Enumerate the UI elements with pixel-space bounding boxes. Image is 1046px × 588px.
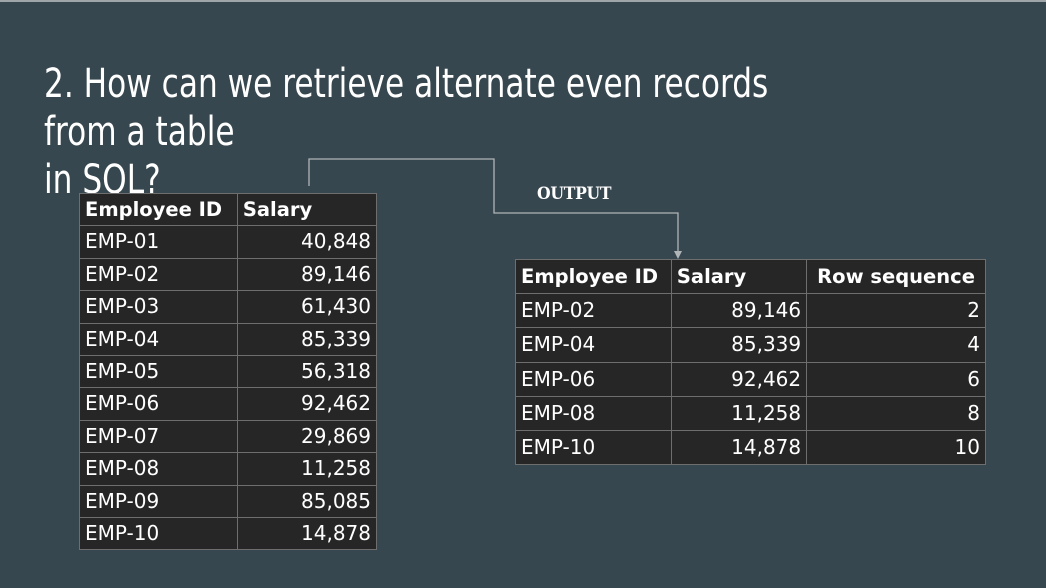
slide-title: 2. How can we retrieve alternate even re… — [44, 60, 793, 204]
output-cell-employee-id: EMP-06 — [515, 361, 672, 397]
output-cell-row-sequence: 4 — [806, 327, 986, 363]
input-table-row: EMP-05 56,318 — [79, 355, 378, 389]
input-table-row: EMP-06 92,462 — [79, 387, 378, 421]
input-header-salary: Salary — [236, 192, 378, 227]
input-cell-employee-id: EMP-05 — [79, 355, 238, 389]
output-cell-row-sequence: 2 — [806, 293, 986, 329]
input-table-row: EMP-10 14,878 — [79, 517, 378, 551]
output-table: Employee ID Salary Row sequence EMP-02 8… — [515, 258, 986, 466]
input-header-employee-id: Employee ID — [79, 192, 238, 227]
output-header-employee-id: Employee ID — [515, 258, 672, 295]
input-cell-employee-id: EMP-02 — [79, 257, 238, 292]
input-table-row: EMP-01 40,848 — [79, 225, 378, 259]
input-table: Employee ID Salary EMP-01 40,848 EMP-02 … — [79, 192, 378, 551]
output-cell-employee-id: EMP-04 — [515, 327, 672, 363]
input-cell-employee-id: EMP-07 — [79, 419, 238, 454]
input-table-row: EMP-07 29,869 — [79, 419, 378, 454]
input-table-row: EMP-02 89,146 — [79, 257, 378, 292]
output-cell-salary: 89,146 — [670, 293, 808, 329]
input-cell-salary: 56,318 — [236, 355, 378, 389]
output-cell-row-sequence: 8 — [806, 395, 986, 432]
output-table-row: EMP-06 92,462 6 — [515, 361, 986, 397]
input-cell-salary: 11,258 — [236, 452, 378, 486]
input-table-header-row: Employee ID Salary — [79, 192, 378, 227]
input-cell-employee-id: EMP-03 — [79, 290, 238, 324]
output-cell-employee-id: EMP-02 — [515, 293, 672, 329]
output-table-header-row: Employee ID Salary Row sequence — [515, 258, 986, 295]
output-cell-row-sequence: 6 — [806, 361, 986, 397]
input-cell-salary: 85,339 — [236, 322, 378, 357]
output-table-row: EMP-04 85,339 4 — [515, 327, 986, 363]
input-table-row: EMP-03 61,430 — [79, 290, 378, 324]
output-cell-salary: 14,878 — [670, 430, 808, 466]
input-cell-salary: 61,430 — [236, 290, 378, 324]
output-header-salary: Salary — [670, 258, 808, 295]
output-table-row: EMP-10 14,878 10 — [515, 430, 986, 466]
slide-title-line-1: 2. How can we retrieve alternate even re… — [44, 61, 769, 155]
arrowhead-icon — [674, 251, 682, 259]
input-cell-employee-id: EMP-04 — [79, 322, 238, 357]
input-cell-employee-id: EMP-06 — [79, 387, 238, 421]
input-cell-salary: 85,085 — [236, 484, 378, 519]
output-label: OUTPUT — [537, 184, 612, 204]
input-cell-employee-id: EMP-10 — [79, 517, 238, 551]
input-cell-salary: 29,869 — [236, 419, 378, 454]
input-table-row: EMP-04 85,339 — [79, 322, 378, 357]
input-cell-salary: 92,462 — [236, 387, 378, 421]
output-cell-employee-id: EMP-10 — [515, 430, 672, 466]
input-cell-employee-id: EMP-08 — [79, 452, 238, 486]
output-cell-employee-id: EMP-08 — [515, 395, 672, 432]
input-cell-salary: 89,146 — [236, 257, 378, 292]
input-table-row: EMP-09 85,085 — [79, 484, 378, 519]
output-header-row-sequence: Row sequence — [806, 258, 986, 295]
input-cell-employee-id: EMP-01 — [79, 225, 238, 259]
output-table-row: EMP-02 89,146 2 — [515, 293, 986, 329]
output-cell-salary: 11,258 — [670, 395, 808, 432]
output-cell-salary: 85,339 — [670, 327, 808, 363]
input-table-row: EMP-08 11,258 — [79, 452, 378, 486]
input-cell-employee-id: EMP-09 — [79, 484, 238, 519]
slide-top-border — [0, 0, 1046, 2]
output-cell-row-sequence: 10 — [806, 430, 986, 466]
output-table-row: EMP-08 11,258 8 — [515, 395, 986, 432]
output-cell-salary: 92,462 — [670, 361, 808, 397]
input-cell-salary: 14,878 — [236, 517, 378, 551]
input-cell-salary: 40,848 — [236, 225, 378, 259]
